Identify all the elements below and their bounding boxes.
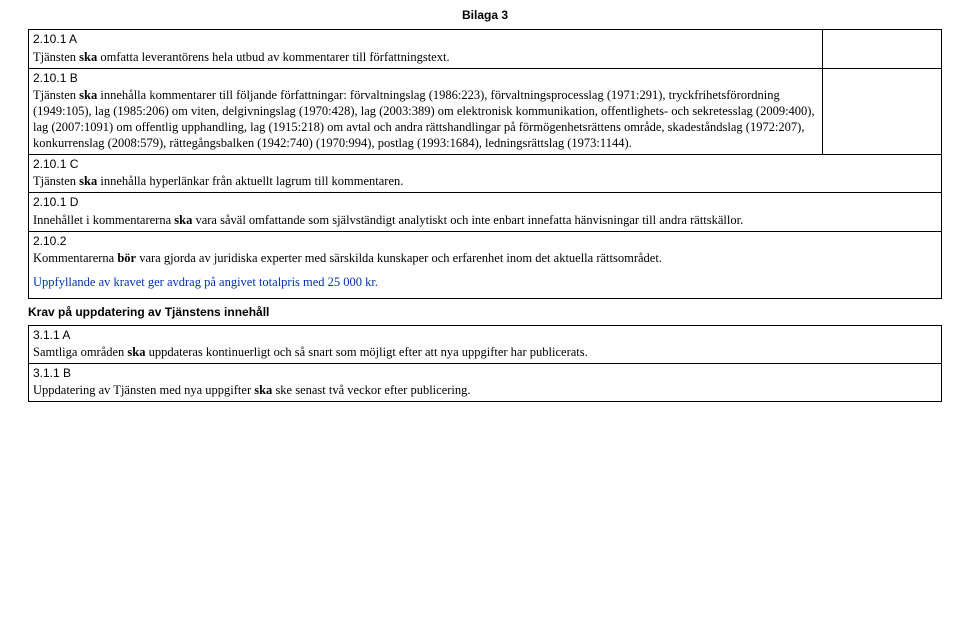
clause-cell: 2.10.2 Kommentarerna bör vara gjorda av j… [29,231,942,298]
emphasis: ska [79,174,97,188]
clause-body: Samtliga områden ska uppdateras kontinue… [33,345,588,359]
clause-body-wrap: Kommentarerna bör vara gjorda av juridis… [33,250,937,266]
clause-body-wrap: Tjänsten ska innehålla kommentarer till … [33,87,818,151]
clauses-table-2: 3.1.1 A Samtliga områden ska uppdateras k… [28,325,942,403]
page-header: Bilaga 3 [28,8,942,23]
emphasis: ska [127,345,145,359]
clause-cell: 2.10.1 C Tjänsten ska innehålla hyperlänk… [29,155,942,193]
clause-cell: 2.10.1 D Innehållet i kommentarerna ska v… [29,193,942,231]
clause-body: Kommentarerna bör vara gjorda av juridis… [33,251,662,265]
clause-body-wrap: Uppdatering av Tjänsten med nya uppgifte… [33,382,937,398]
emphasis: ska [79,88,97,102]
emphasis: ska [174,213,192,227]
clauses-table-1: 2.10.1 A Tjänsten ska omfatta leverantöre… [28,29,942,299]
emphasis: ska [79,50,97,64]
clause-head: 2.10.1 A [33,32,818,47]
right-cell [823,30,942,68]
table-row: 3.1.1 A Samtliga områden ska uppdateras k… [29,325,942,363]
clause-body: Tjänsten ska omfatta leverantörens hela … [33,50,450,64]
table-row: 2.10.1 B Tjänsten ska innehålla kommentar… [29,68,942,154]
emphasis: ska [254,383,272,397]
clause-body: Tjänsten ska innehålla kommentarer till … [33,88,815,150]
blue-note: Uppfyllande av kravet ger avdrag på angi… [33,274,937,295]
table-row: 2.10.2 Kommentarerna bör vara gjorda av j… [29,231,942,298]
clause-cell: 2.10.1 B Tjänsten ska innehålla kommentar… [29,68,823,154]
clause-body: Uppdatering av Tjänsten med nya uppgifte… [33,383,471,397]
clause-body-wrap: Samtliga områden ska uppdateras kontinue… [33,344,937,360]
clause-body: Tjänsten ska innehålla hyperlänkar från … [33,174,403,188]
clause-body: Innehållet i kommentarerna ska vara såvä… [33,213,743,227]
clause-head: 3.1.1 A [33,328,937,343]
clause-head: 2.10.1 C [33,157,937,172]
clause-body-wrap: Tjänsten ska omfatta leverantörens hela … [33,49,818,65]
emphasis: bör [117,251,136,265]
table-row: 3.1.1 B Uppdatering av Tjänsten med nya u… [29,363,942,401]
table-row: 2.10.1 C Tjänsten ska innehålla hyperlänk… [29,155,942,193]
section-title-update: Krav på uppdatering av Tjänstens innehål… [28,305,942,320]
clause-cell: 3.1.1 A Samtliga områden ska uppdateras k… [29,325,942,363]
clause-cell: 2.10.1 A Tjänsten ska omfatta leverantöre… [29,30,823,68]
right-cell [823,68,942,154]
clause-head: 3.1.1 B [33,366,937,381]
clause-body-wrap: Tjänsten ska innehålla hyperlänkar från … [33,173,937,189]
clause-cell: 3.1.1 B Uppdatering av Tjänsten med nya u… [29,363,942,401]
clause-head: 2.10.2 [33,234,937,249]
clause-body-wrap: Innehållet i kommentarerna ska vara såvä… [33,212,937,228]
table-row: 2.10.1 D Innehållet i kommentarerna ska v… [29,193,942,231]
clause-head: 2.10.1 D [33,195,937,210]
clause-head: 2.10.1 B [33,71,818,86]
table-row: 2.10.1 A Tjänsten ska omfatta leverantöre… [29,30,942,68]
